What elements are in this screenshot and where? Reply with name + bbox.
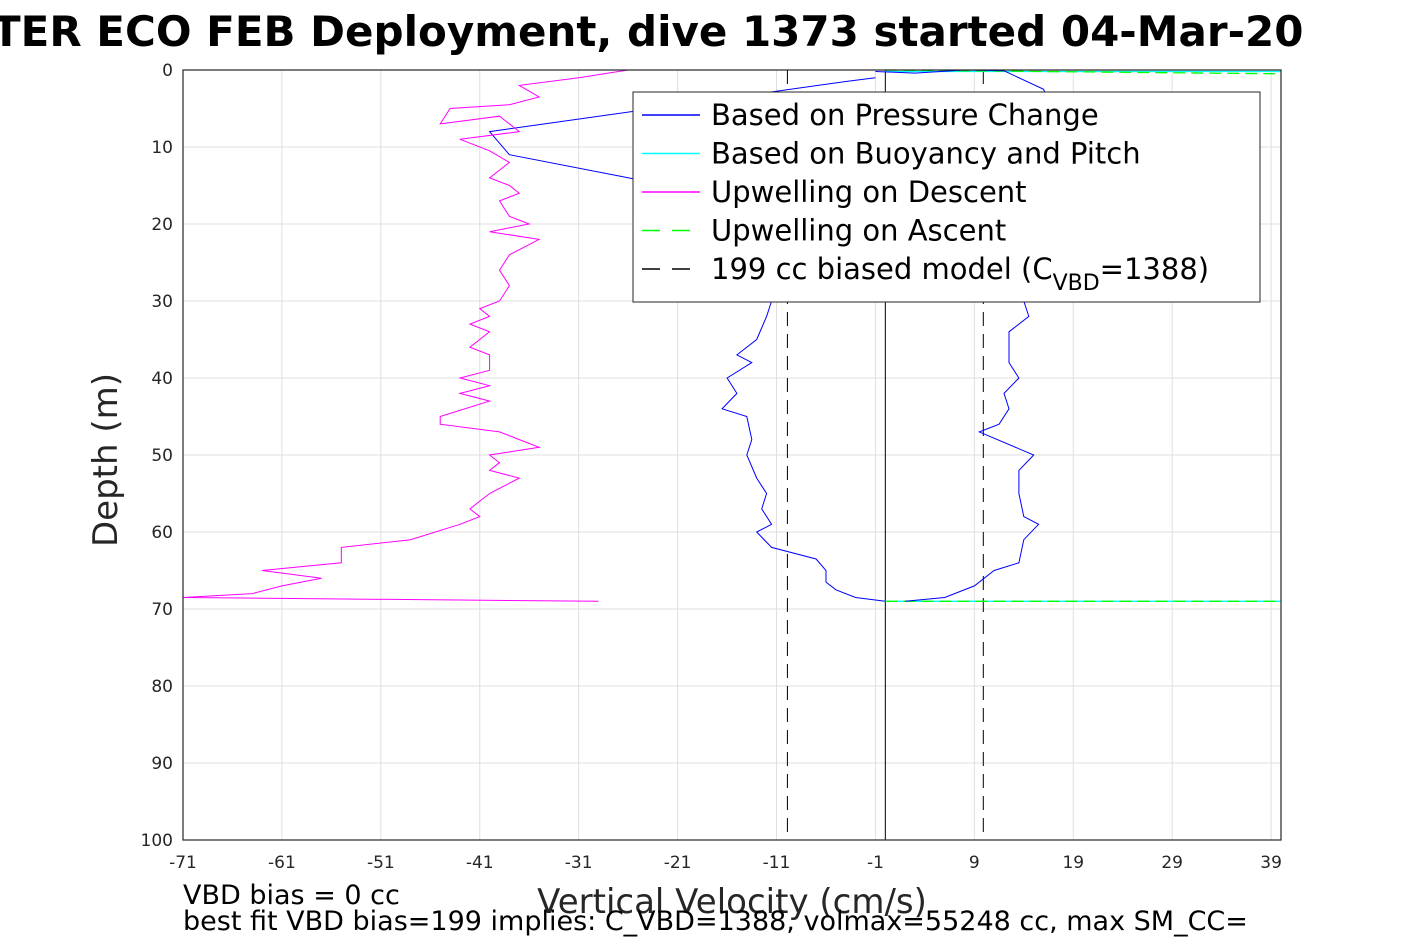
legend-box bbox=[632, 91, 1261, 303]
x-tick-label: -41 bbox=[466, 853, 494, 873]
y-axis-label: Depth (m) bbox=[86, 373, 126, 547]
x-tick-label: -61 bbox=[268, 853, 296, 873]
y-tick-label: 50 bbox=[151, 446, 173, 466]
x-tick-label: 19 bbox=[1062, 853, 1084, 873]
y-tick-label: 60 bbox=[151, 523, 173, 543]
y-tick-label: 10 bbox=[151, 138, 173, 158]
footer-line-2: best fit VBD bias=199 implies: C_VBD=138… bbox=[183, 906, 1248, 937]
axes-box bbox=[182, 69, 1282, 841]
legend-label: Upwelling on Descent bbox=[711, 175, 1027, 209]
footer-line-1: VBD bias = 0 cc bbox=[183, 880, 400, 911]
x-tick-label: 39 bbox=[1260, 853, 1282, 873]
legend-label: Based on Buoyancy and Pitch bbox=[711, 137, 1141, 171]
x-tick-label: -31 bbox=[565, 853, 593, 873]
legend-label: 199 cc biased model (CVBD=1388) bbox=[711, 252, 1209, 296]
y-tick-label: 30 bbox=[151, 292, 173, 312]
x-tick-label: -1 bbox=[867, 853, 884, 873]
y-tick-label: 40 bbox=[151, 369, 173, 389]
chart-title: TER ECO FEB Deployment, dive 1373 starte… bbox=[0, 7, 1303, 56]
legend: Based on Pressure Change Based on Buoyanc… bbox=[632, 91, 1261, 303]
x-tick-label: -71 bbox=[169, 853, 197, 873]
x-tick-label: -11 bbox=[763, 853, 791, 873]
x-tick-label: -21 bbox=[664, 853, 692, 873]
series-upwelling-descent bbox=[182, 69, 629, 602]
x-tick-label: -51 bbox=[367, 853, 395, 873]
y-tick-label: 70 bbox=[151, 600, 173, 620]
y-tick-label: 100 bbox=[141, 831, 173, 851]
x-tick-label: 29 bbox=[1161, 853, 1183, 873]
y-tick-label: 80 bbox=[151, 677, 173, 697]
legend-label: Based on Pressure Change bbox=[711, 98, 1099, 132]
x-tick-label: 9 bbox=[969, 853, 980, 873]
legend-label: Upwelling on Ascent bbox=[711, 214, 1006, 248]
y-tick-label: 0 bbox=[162, 61, 173, 81]
y-tick-label: 90 bbox=[151, 754, 173, 774]
x-axis-label: Vertical Velocity (cm/s) bbox=[537, 882, 927, 922]
tick-labels: -71 -61 -51 -41 -31 -21 -11 -1 9 19 29 39 0 10 20 30 40 5… bbox=[141, 61, 1282, 873]
y-tick-label: 20 bbox=[151, 215, 173, 235]
